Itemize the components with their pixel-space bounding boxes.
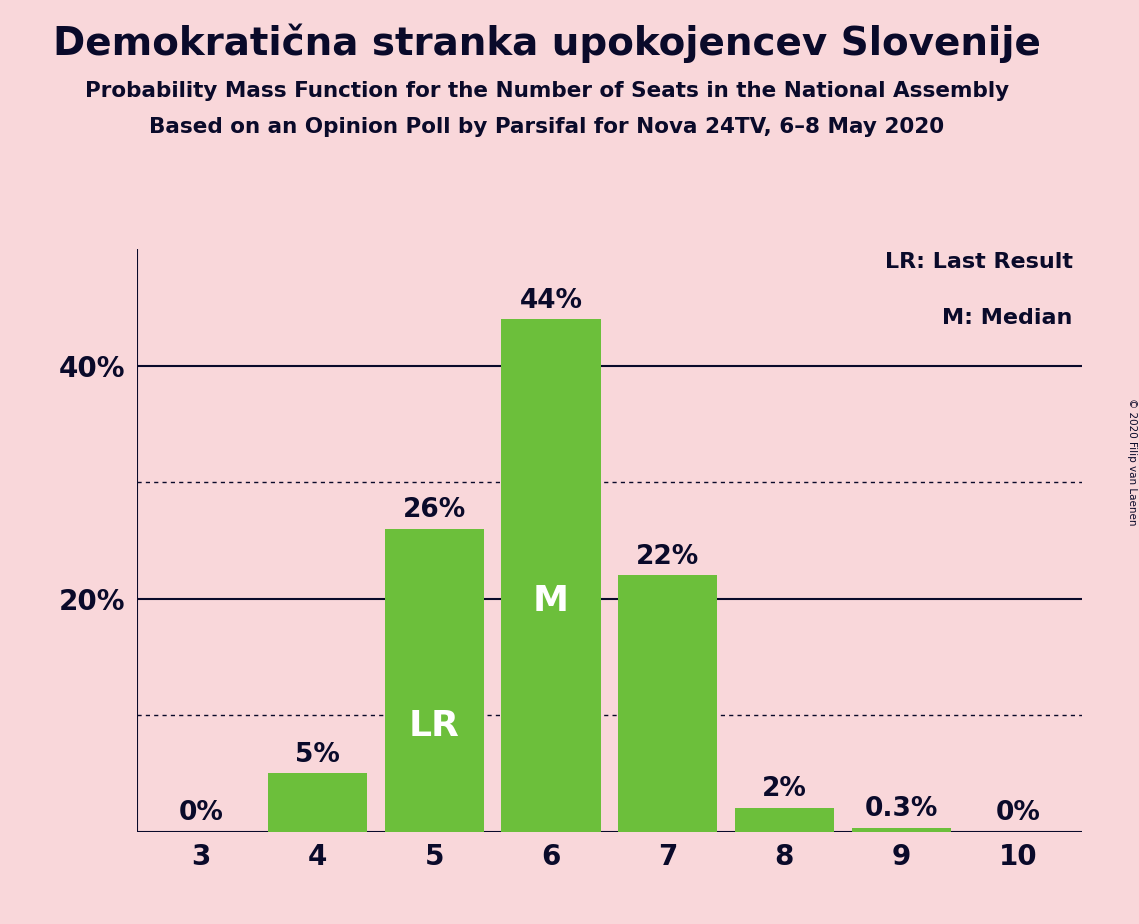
Text: © 2020 Filip van Laenen: © 2020 Filip van Laenen [1126,398,1137,526]
Text: 0%: 0% [995,800,1040,826]
Bar [501,320,600,832]
Text: M: Median: M: Median [942,308,1073,328]
Text: Demokratična stranka upokojencev Slovenije: Demokratična stranka upokojencev Sloveni… [52,23,1041,63]
Text: 26%: 26% [403,497,466,523]
Bar [852,828,951,832]
Text: 2%: 2% [762,776,806,802]
Text: LR: Last Result: LR: Last Result [885,252,1073,273]
Bar [268,773,367,832]
Text: Based on an Opinion Poll by Parsifal for Nova 24TV, 6–8 May 2020: Based on an Opinion Poll by Parsifal for… [149,117,944,138]
Text: 0.3%: 0.3% [865,796,937,822]
Text: LR: LR [409,709,460,743]
Text: 0%: 0% [179,800,223,826]
Text: 44%: 44% [519,287,582,313]
Bar [385,529,484,832]
Text: 22%: 22% [636,543,699,569]
Bar [618,576,718,832]
Text: Probability Mass Function for the Number of Seats in the National Assembly: Probability Mass Function for the Number… [84,81,1009,102]
Text: M: M [533,584,570,618]
Bar [735,808,834,832]
Text: 5%: 5% [295,742,341,768]
